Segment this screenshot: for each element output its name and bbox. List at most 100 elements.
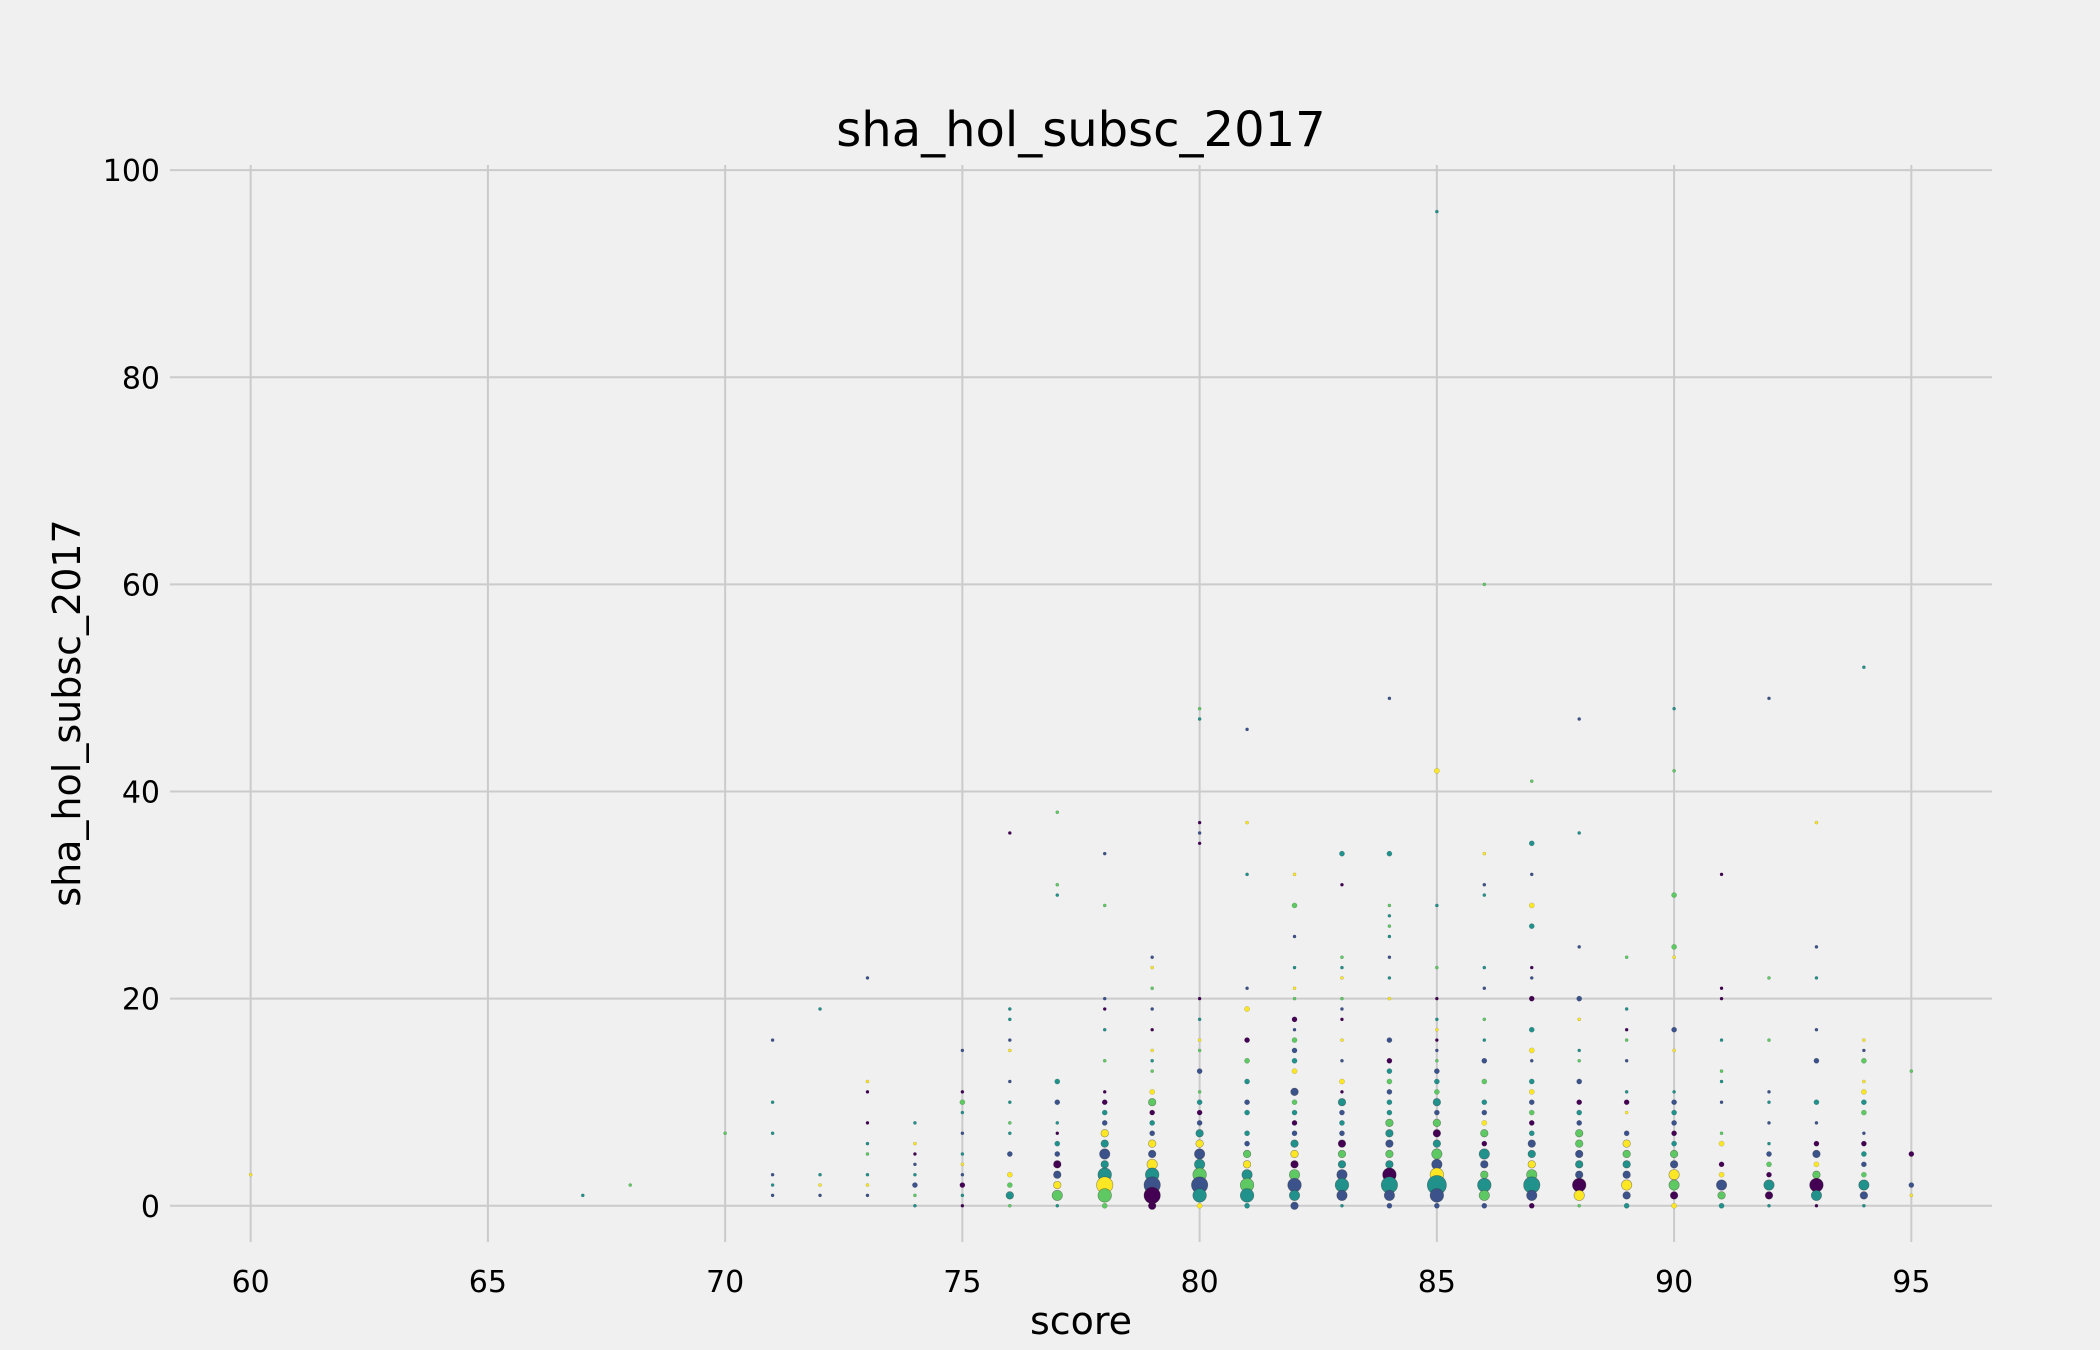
scatter-point <box>1340 1090 1344 1094</box>
x-tick-label: 65 <box>469 1265 507 1300</box>
scatter-point <box>1340 882 1344 887</box>
scatter-point <box>770 1131 775 1136</box>
scatter-point <box>1575 1160 1584 1169</box>
scatter-point <box>1576 1078 1582 1085</box>
x-axis-ticks: 60 65 70 75 80 85 90 95 <box>232 1265 1931 1300</box>
scatter-point <box>1669 1149 1679 1159</box>
scatter-point <box>960 1172 965 1177</box>
scatter-point <box>1053 1180 1062 1190</box>
y-tick-label: 80 <box>122 361 160 396</box>
scatter-point <box>1244 1099 1250 1105</box>
scatter-point <box>1102 851 1107 856</box>
scatter-point <box>1340 976 1344 980</box>
scatter-point <box>1767 1038 1771 1042</box>
scatter-point <box>1622 1191 1631 1200</box>
scatter-point <box>1101 1099 1108 1105</box>
scatter-point <box>1054 1099 1061 1105</box>
scatter-point <box>1671 1140 1677 1147</box>
scatter-point <box>1669 1160 1679 1169</box>
scatter-point <box>1434 1109 1440 1116</box>
scatter-point <box>1434 768 1440 774</box>
scatter-point <box>1291 1109 1298 1116</box>
scatter-point <box>1100 1160 1109 1169</box>
scatter-point <box>1814 976 1819 980</box>
scatter-point <box>1149 1130 1155 1137</box>
scatter-point <box>1529 1203 1535 1209</box>
scatter-point <box>1339 1078 1345 1085</box>
scatter-point <box>1435 1059 1439 1063</box>
x-tick-label: 90 <box>1655 1265 1693 1300</box>
scatter-point <box>1767 1100 1771 1104</box>
scatter-point <box>1387 696 1392 701</box>
scatter-point <box>865 1193 870 1198</box>
scatter-point <box>1482 1038 1487 1042</box>
scatter-point <box>1290 1087 1299 1096</box>
scatter-point <box>1577 1059 1581 1063</box>
scatter-point <box>1529 923 1535 929</box>
scatter-point <box>1435 1048 1439 1053</box>
scatter-point <box>1197 1017 1202 1022</box>
scatter-point <box>1435 1027 1439 1032</box>
scatter-point <box>1814 1027 1819 1032</box>
scatter-point <box>1861 1058 1867 1064</box>
scatter-point <box>1530 872 1534 877</box>
scatter-point <box>1624 1090 1629 1094</box>
scatter-point <box>1005 1191 1014 1200</box>
scatter-point <box>1099 1148 1111 1160</box>
scatter-point <box>1480 1170 1489 1179</box>
scatter-point <box>1861 1151 1867 1157</box>
scatter-point <box>1672 769 1676 773</box>
scatter-point <box>1197 717 1202 721</box>
scatter-point <box>1577 1204 1581 1208</box>
scatter-point <box>770 1038 775 1042</box>
scatter-point <box>1432 1098 1441 1107</box>
scatter-point <box>1622 1149 1631 1159</box>
scatter-point <box>1481 1078 1488 1085</box>
scatter-point <box>1575 1149 1584 1159</box>
scatter-point <box>1621 1179 1633 1191</box>
scatter-point <box>1007 1182 1013 1188</box>
scatter-point <box>1245 727 1249 732</box>
scatter-point <box>1576 1109 1582 1116</box>
y-axis-label: sha_hol_subsc_2017 <box>45 519 89 906</box>
scatter-point <box>1480 1160 1489 1169</box>
scatter-point <box>1575 1170 1584 1179</box>
scatter-point <box>1529 1109 1535 1116</box>
scatter-point <box>1478 1189 1490 1201</box>
scatter-point <box>960 1131 965 1136</box>
scatter-point <box>1197 996 1202 1001</box>
scatter-point <box>865 1090 870 1094</box>
scatter-point <box>1055 810 1060 814</box>
scatter-point <box>1530 976 1534 980</box>
x-axis-label: score <box>1030 1299 1132 1343</box>
scatter-point <box>960 1090 965 1094</box>
scatter-point <box>1813 1058 1820 1064</box>
scatter-point <box>1481 1099 1488 1105</box>
y-tick-label: 100 <box>103 154 160 189</box>
scatter-point <box>1435 1017 1439 1022</box>
scatter-point <box>1572 1177 1587 1193</box>
scatter-point <box>865 1172 870 1177</box>
scatter-point <box>1150 986 1154 991</box>
scatter-point <box>1861 1089 1867 1095</box>
scatter-point <box>1387 914 1392 918</box>
scatter-point <box>1054 1140 1061 1147</box>
scatter-point <box>1527 1149 1536 1159</box>
scatter-point <box>1623 1203 1630 1209</box>
scatter-point <box>865 976 870 980</box>
scatter-point <box>1148 1149 1157 1159</box>
scatter-point <box>770 1172 775 1177</box>
scatter-point <box>1622 1170 1631 1179</box>
scatter-point <box>1102 996 1107 1001</box>
scatter-point <box>1575 1139 1584 1148</box>
scatter-point <box>818 1172 822 1177</box>
scatter-point <box>1287 1177 1302 1193</box>
scatter-point <box>1718 1171 1725 1178</box>
scatter-point <box>912 1182 918 1188</box>
scatter-point <box>1577 1048 1581 1053</box>
scatter-point <box>1051 1189 1063 1201</box>
x-tick-label: 85 <box>1418 1265 1456 1300</box>
scatter-point <box>1336 1189 1348 1201</box>
scatter-point <box>1244 1078 1250 1085</box>
